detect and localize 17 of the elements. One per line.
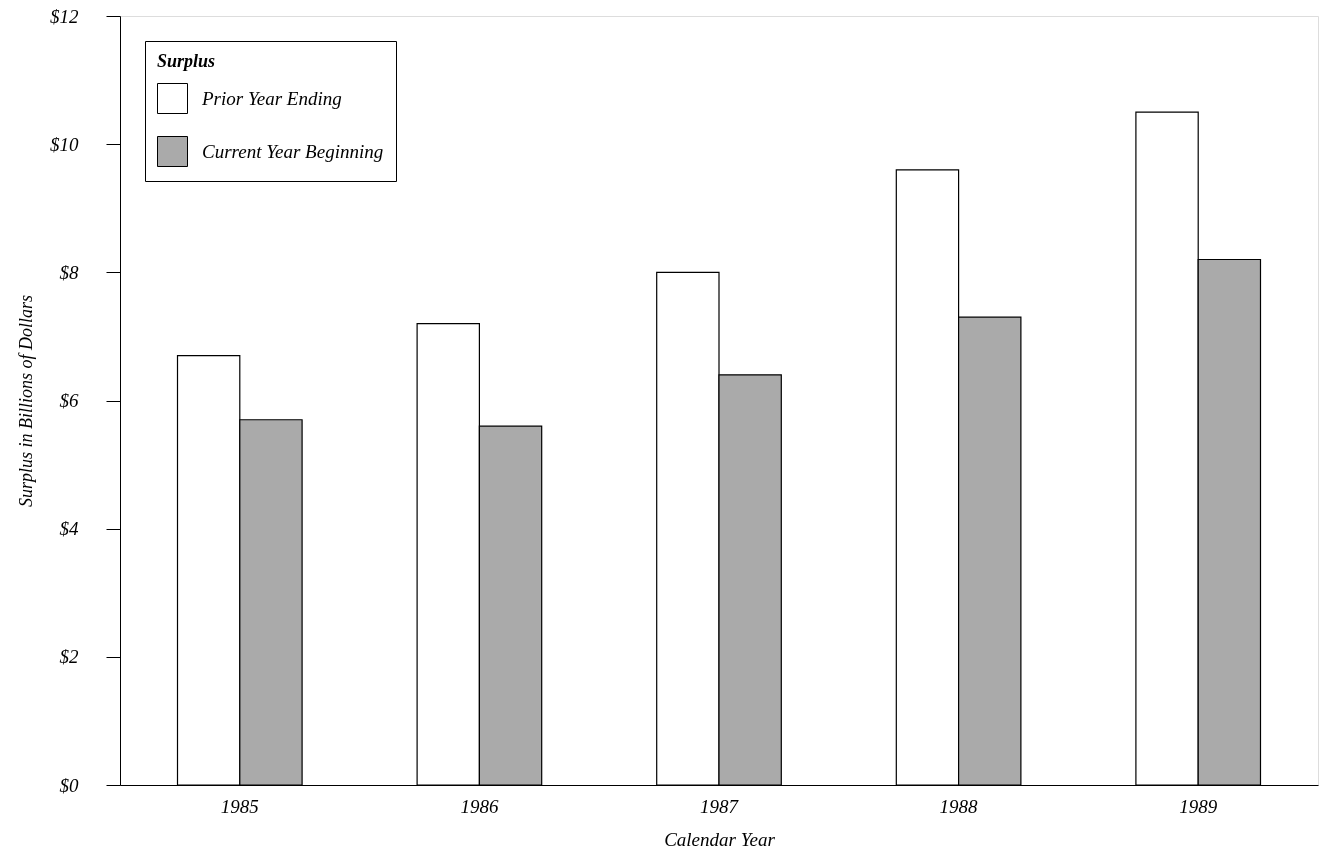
legend-label: Prior Year Ending <box>201 87 342 109</box>
x-tick-label: 1985 <box>220 795 259 817</box>
x-tick-label: 1986 <box>460 795 499 817</box>
legend-title: Surplus <box>157 51 216 71</box>
legend-label: Current Year Beginning <box>202 140 384 162</box>
x-tick-label: 1989 <box>1179 795 1218 817</box>
y-tick-label: $6 <box>59 390 79 411</box>
y-tick-label: $4 <box>59 518 79 540</box>
y-axis-title: Surplus in Billions of Dollars <box>16 294 36 508</box>
x-tick-label: 1987 <box>700 795 740 817</box>
x-tick-label: 1988 <box>939 795 979 817</box>
y-tick-label: $12 <box>50 5 79 27</box>
y-tick-label: $0 <box>59 774 79 796</box>
x-axis-title: Calendar Year <box>664 828 776 850</box>
y-tick-label: $2 <box>59 646 79 668</box>
y-tick-label: $8 <box>59 261 79 283</box>
y-tick-label: $10 <box>50 133 79 155</box>
